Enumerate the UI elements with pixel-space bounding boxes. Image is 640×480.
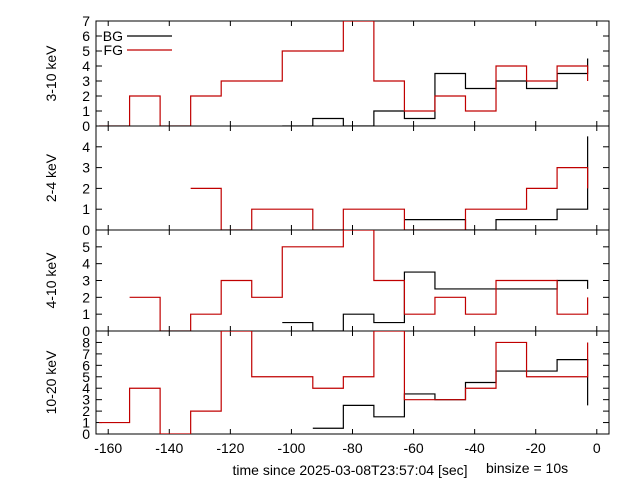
x-tick-label: -100: [277, 440, 305, 456]
x-tick-label: -60: [403, 440, 423, 456]
x-tick-label: -20: [526, 440, 546, 456]
bg-series-line: [312, 359, 589, 429]
y-tick-label: 8: [82, 334, 90, 350]
y-tick-label: 2: [82, 403, 90, 419]
x-tick-label: 0: [593, 440, 601, 456]
y-tick-label: 5: [82, 43, 90, 59]
y-axis-label: 3-10 keV: [43, 45, 59, 102]
x-tick-label: -80: [342, 440, 362, 456]
panel-2: 0 1 2 3 4 2-4 keV: [43, 125, 610, 238]
fg-series-line: [190, 167, 589, 230]
y-axis-label: 10-20 keV: [43, 350, 59, 414]
y-tick-label: 7: [82, 13, 90, 29]
y-tick-label: 1: [82, 201, 90, 217]
y-tick-label: 2: [82, 88, 90, 104]
y-tick-label: 3: [82, 273, 90, 289]
panel-frame: [95, 125, 610, 231]
bg-series-line: [282, 58, 589, 126]
y-tick-label: 6: [82, 28, 90, 44]
legend-label: BG: [103, 28, 123, 44]
y-tick-label: 1: [82, 103, 90, 119]
y-tick-label: 4: [82, 380, 90, 396]
bg-series-line: [404, 136, 589, 230]
y-tick-label: 4: [82, 139, 90, 155]
y-tick-label: 0: [82, 323, 90, 339]
y-tick-label: 6: [82, 357, 90, 373]
x-axis-label: time since 2025-03-08T23:57:04 [sec]: [232, 462, 467, 478]
y-axis-label: 4-10 keV: [43, 252, 59, 309]
y-tick-label: 2: [82, 180, 90, 196]
y-tick-label: 3: [82, 73, 90, 89]
fg-series-line: [99, 21, 589, 126]
panel-frame: [95, 20, 610, 127]
y-axis-label: 2-4 keV: [43, 153, 59, 202]
binsize-annotation: binsize = 10s: [486, 460, 568, 476]
y-tick-label: 3: [82, 160, 90, 176]
x-tick-label: -40: [465, 440, 485, 456]
legend-label: FG: [104, 42, 123, 58]
x-tick-label: -160: [94, 440, 122, 456]
panel-frame: [95, 330, 610, 435]
y-tick-label: 0: [82, 118, 90, 134]
fg-series-line: [129, 230, 589, 331]
y-tick-label: 1: [82, 306, 90, 322]
x-tick-label: -120: [216, 440, 244, 456]
y-tick-label: 4: [82, 256, 90, 272]
y-tick-label: 5: [82, 239, 90, 255]
y-tick-label: 0: [82, 222, 90, 238]
x-tick-label: -140: [155, 440, 183, 456]
y-tick-label: 7: [82, 346, 90, 362]
y-tick-label: 5: [82, 369, 90, 385]
y-tick-label: 1: [82, 415, 90, 431]
y-tick-label: 3: [82, 392, 90, 408]
fg-series-line: [99, 331, 589, 434]
y-tick-label: 2: [82, 289, 90, 305]
y-tick-label: 4: [82, 58, 90, 74]
y-tick-label: 0: [82, 426, 90, 442]
